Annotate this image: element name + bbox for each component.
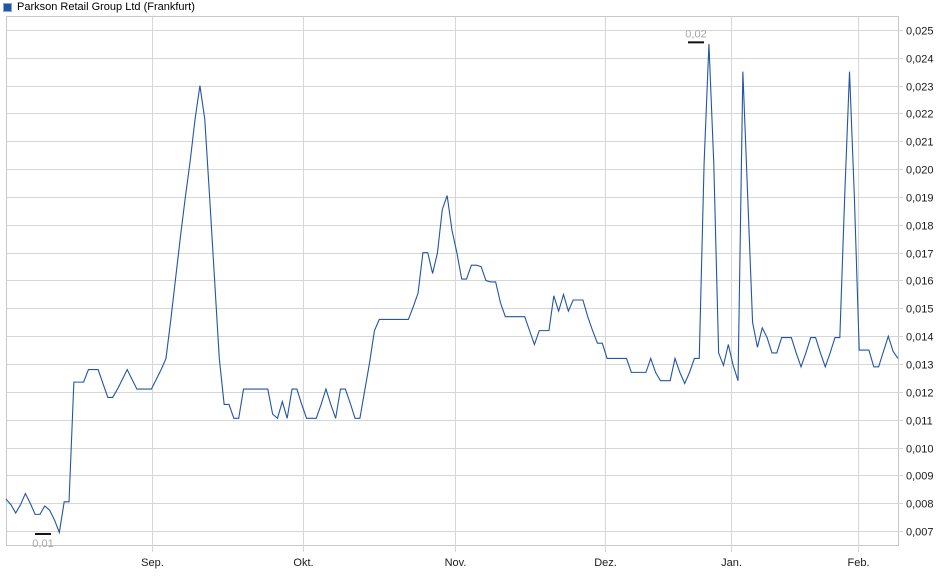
x-axis-tick-label: Sep. bbox=[141, 557, 164, 569]
y-axis-tick-label: 0,008 bbox=[906, 499, 934, 511]
y-axis-tick-label: 0,016 bbox=[906, 276, 934, 288]
x-axis-tick-label: Feb. bbox=[847, 557, 869, 569]
x-axis-tick-labels: Sep. Okt. Nov. Dez. Jan. Feb. bbox=[141, 557, 869, 569]
y-axis-tick-label: 0,007 bbox=[906, 527, 934, 539]
blue-square-icon bbox=[3, 3, 12, 12]
y-axis-tick-labels: 0,025 0,024 0,023 0,022 0,021 0,020 0,019 0,018… bbox=[898, 26, 934, 539]
min-value-label: 0,01 bbox=[32, 538, 53, 550]
chart-title: Parkson Retail Group Ltd (Frankfurt) bbox=[17, 1, 195, 13]
y-axis-tick-label: 0,023 bbox=[906, 82, 934, 94]
extreme-value-annotations: 0,02 0,01 bbox=[32, 28, 706, 550]
y-axis-tick-label: 0,019 bbox=[906, 193, 934, 205]
y-axis-tick-label: 0,017 bbox=[906, 249, 934, 261]
y-axis-tick-label: 0,014 bbox=[906, 332, 934, 344]
x-axis-tick-label: Nov. bbox=[445, 557, 467, 569]
y-axis-tick-label: 0,021 bbox=[906, 137, 934, 149]
chart-legend-header: Parkson Retail Group Ltd (Frankfurt) bbox=[0, 0, 195, 15]
y-axis-tick-label: 0,024 bbox=[906, 54, 934, 66]
max-value-label: 0,02 bbox=[685, 28, 706, 40]
price-line bbox=[5, 43, 899, 535]
y-axis-tick-label: 0,020 bbox=[906, 165, 934, 177]
y-axis-tick-label: 0,018 bbox=[906, 221, 934, 233]
x-axis-tick-label: Jan. bbox=[721, 557, 742, 569]
gridlines-group bbox=[6, 16, 898, 545]
price-series-line bbox=[5, 43, 899, 535]
y-axis-tick-label: 0,022 bbox=[906, 109, 934, 121]
y-axis-tick-label: 0,025 bbox=[906, 26, 934, 38]
x-axis-tick-label: Okt. bbox=[293, 557, 313, 569]
x-axis-ticks bbox=[152, 545, 859, 552]
y-axis-tick-label: 0,012 bbox=[906, 388, 934, 400]
y-axis-tick-label: 0,011 bbox=[906, 416, 933, 428]
x-axis-tick-label: Dez. bbox=[594, 557, 617, 569]
y-axis-tick-label: 0,015 bbox=[906, 304, 934, 316]
y-axis-tick-label: 0,009 bbox=[906, 471, 934, 483]
y-axis-tick-label: 0,010 bbox=[906, 444, 934, 456]
y-axis-tick-label: 0,013 bbox=[906, 360, 934, 372]
